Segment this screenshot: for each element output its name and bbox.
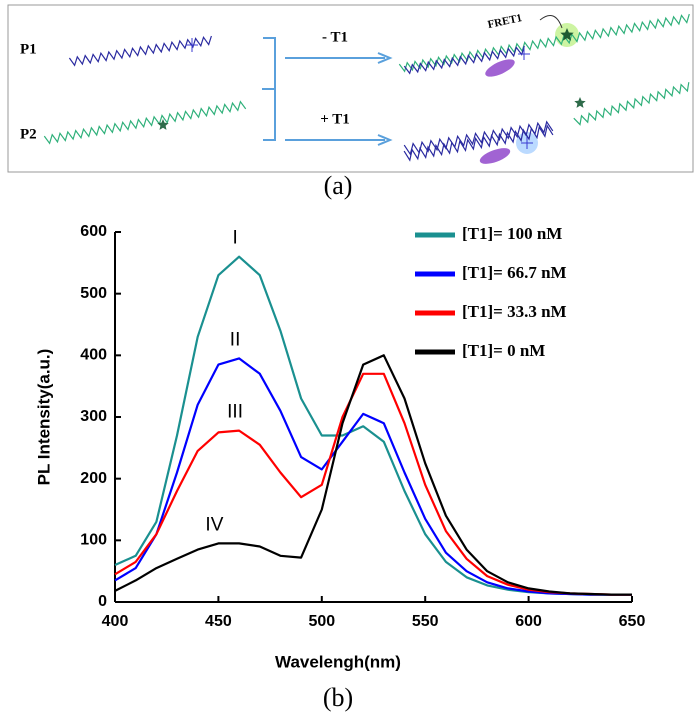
annotation: I [232,228,237,249]
annotation: III [227,402,243,423]
minus-label: - T1 [322,29,348,45]
legend-label: [T1]= 100 nM [462,224,562,243]
y-tick-label: 400 [80,347,107,364]
annotation: IV [205,514,223,535]
y-tick-label: 600 [80,223,107,240]
y-tick-label: 100 [80,532,107,549]
strand [68,35,212,67]
p2-label: P2 [20,126,37,142]
y-axis-title: PL Intensity(a.u.) [34,349,53,486]
bracket [262,37,276,141]
arrow-head [377,52,393,64]
annotation: II [230,329,241,350]
x-axis-title: Wavelengh(nm) [275,652,401,671]
series-line [114,372,632,596]
diagram: P1 P2 - T1 + T1 FRET1 [20,12,690,164]
y-tick-label: 0 [98,593,107,610]
fluorophore [157,119,169,130]
y-tick-label: 500 [80,285,107,302]
x-tick-label: 600 [515,613,542,630]
strand [403,45,525,75]
legend-label: [T1]= 0 nM [462,341,545,360]
legend-label: [T1]= 66.7 nM [462,263,567,282]
strand [398,13,690,73]
panel-label: (b) [323,683,353,712]
panel-a-frame [7,4,694,173]
x-tick-label: 450 [205,613,232,630]
x-tick-label: 500 [308,613,335,630]
x-tick-label: 650 [619,613,646,630]
fluorophore [560,28,574,41]
y-tick-label: 200 [80,470,107,487]
y-tick-label: 300 [80,408,107,425]
series-line [114,357,632,596]
quencher [479,148,511,164]
quencher [485,59,515,77]
strand [43,100,247,145]
fluorophore [574,97,586,108]
p1-label: P1 [20,41,37,57]
panel-label: (a) [324,171,353,200]
strand [573,82,690,126]
strand [403,120,554,156]
donor [186,38,533,149]
series-line [114,354,632,596]
x-tick-label: 400 [102,613,129,630]
legend-label: [T1]= 33.3 nM [462,302,567,321]
arrow-head [377,134,393,146]
plus-label: + T1 [320,111,350,127]
x-tick-label: 550 [412,613,439,630]
fret-arrow [539,15,563,29]
